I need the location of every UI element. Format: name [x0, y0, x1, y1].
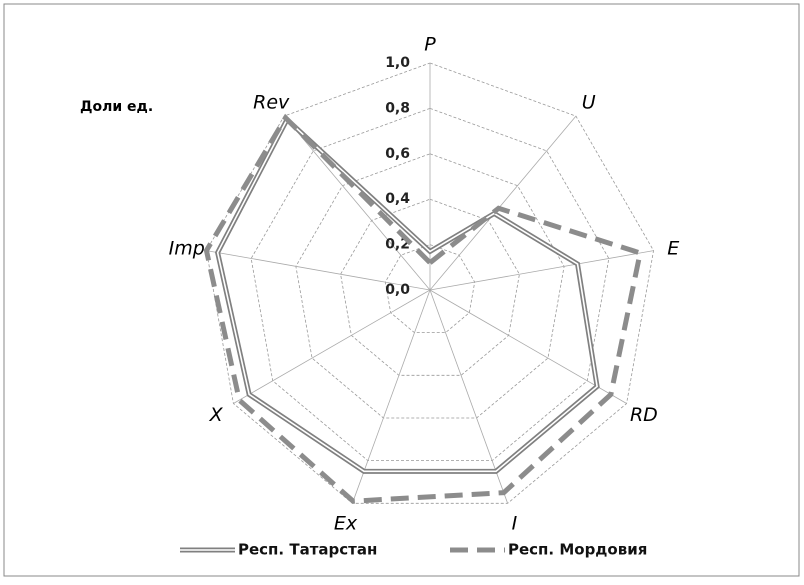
chart-border: [3, 3, 800, 577]
category-label: I: [512, 513, 518, 535]
category-label: Rev: [253, 91, 290, 113]
y-tick-label: 0,4: [385, 191, 410, 207]
category-label: U: [582, 91, 596, 113]
y-tick-label: 0,0: [385, 282, 410, 298]
spoke: [206, 250, 431, 291]
grid-ring: [206, 62, 654, 504]
series-line: [203, 113, 644, 504]
y-tick-label: 0,2: [385, 237, 410, 253]
grid-ring: [340, 198, 520, 376]
grid-ring: [250, 107, 610, 462]
y-tick-label: 0,6: [385, 146, 410, 162]
y-tick-label: 1,0: [385, 55, 410, 71]
spoke: [429, 289, 509, 504]
y-tick-label: 0,8: [385, 100, 410, 116]
category-label: RD: [630, 404, 658, 426]
axis-unit-label: Доли ед.: [80, 99, 153, 115]
spoke: [233, 289, 431, 404]
spoke: [429, 289, 627, 404]
spoke: [429, 115, 577, 291]
spoke: [429, 250, 654, 291]
grid-ring: [384, 244, 476, 334]
category-label: X: [209, 404, 224, 426]
spoke: [283, 115, 431, 291]
legend-label: Респ. Мордовия: [508, 541, 647, 559]
spoke: [351, 289, 431, 504]
category-label: Ex: [334, 513, 358, 535]
series-line-inner: [216, 118, 598, 473]
category-label: E: [667, 238, 679, 260]
category-label: Imp: [169, 238, 205, 260]
category-label: P: [424, 34, 436, 56]
legend-label: Респ. Татарстан: [238, 541, 377, 559]
